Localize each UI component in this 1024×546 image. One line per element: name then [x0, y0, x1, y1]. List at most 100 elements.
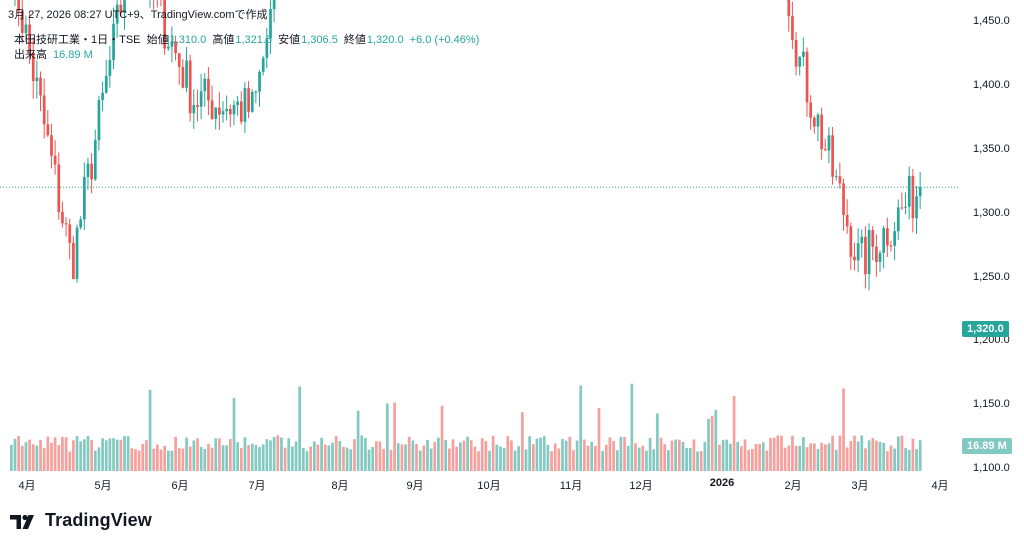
candle-body — [35, 77, 39, 82]
volume-bar — [718, 444, 721, 471]
volume-bar — [816, 449, 820, 471]
time-tick-label: 4月 — [18, 480, 36, 492]
volume-bar — [13, 438, 17, 471]
volume-bar — [210, 447, 214, 471]
volume-bar — [462, 440, 466, 471]
volume-bar — [743, 439, 747, 471]
volume-bar — [250, 443, 254, 471]
volume-bar — [714, 410, 718, 471]
volume-bar — [323, 444, 327, 471]
volume-bar — [302, 447, 305, 471]
candle-body — [79, 219, 83, 228]
volume-bar — [845, 447, 849, 471]
volume-bar — [853, 435, 856, 471]
time-tick-label: 2026 — [709, 477, 735, 489]
volume-bar — [407, 436, 411, 471]
volume-bar — [721, 439, 725, 471]
volume-bar — [524, 449, 528, 471]
candle-body — [119, 4, 123, 13]
volume-bar — [809, 443, 813, 471]
low-value: 1,306.5 — [301, 34, 338, 46]
volume-bar — [499, 446, 502, 471]
candle-body — [889, 245, 893, 247]
volume-bar — [674, 439, 677, 471]
volume-bar — [623, 436, 626, 471]
volume-bar — [918, 440, 922, 471]
volume-bar — [469, 440, 473, 471]
volume-bar — [688, 447, 692, 471]
open-value: 1,310.0 — [169, 34, 207, 46]
volume-bar — [904, 448, 907, 471]
volume-bar — [448, 448, 451, 471]
candle-body — [907, 175, 911, 207]
volume-bar — [31, 444, 35, 471]
candle-body — [243, 88, 247, 122]
volume-bar — [736, 441, 740, 471]
volume-bar — [772, 437, 776, 471]
volume-bar — [236, 442, 239, 471]
volume-bar — [429, 448, 433, 471]
candle-body — [896, 207, 900, 232]
volume-bar — [572, 450, 575, 471]
volume-bar — [104, 440, 108, 471]
open-label: 始値 — [146, 34, 169, 46]
candle-body — [816, 114, 820, 127]
volume-bar — [637, 447, 641, 471]
candle-body — [805, 51, 809, 103]
volume-bar — [148, 389, 152, 471]
close-label: 終値 — [343, 34, 366, 46]
volume-bar — [732, 395, 736, 471]
volume-bar — [882, 442, 886, 471]
volume-bar — [506, 436, 510, 471]
volume-bar — [356, 410, 360, 471]
volume-bar — [579, 385, 583, 471]
volume-bar — [400, 444, 404, 471]
candle-body — [809, 102, 813, 118]
volume-bar — [911, 438, 915, 471]
volume-bar — [305, 451, 309, 471]
symbol-title[interactable]: 本田技研工業・1日・TSE — [14, 34, 141, 46]
volume-bar — [126, 436, 130, 471]
candle-body — [123, 0, 126, 13]
volume-bar — [17, 435, 20, 471]
volume-bar — [878, 441, 882, 471]
volume-bar — [681, 441, 685, 471]
volume-bar — [426, 439, 429, 471]
candle-body — [864, 236, 867, 275]
candle-body — [265, 38, 269, 58]
candle-body — [24, 24, 28, 33]
candle-body — [112, 23, 115, 61]
time-tick-label: 9月 — [406, 480, 424, 492]
volume-bar — [557, 448, 561, 471]
volume-bar — [550, 451, 553, 471]
volume-bar — [780, 435, 783, 471]
volume-bar — [685, 448, 688, 471]
volume-bar — [229, 438, 232, 471]
volume-bar — [783, 447, 787, 471]
volume-bar — [867, 440, 871, 471]
volume-bar — [247, 445, 250, 471]
price-tick-label: 1,450.0 — [973, 15, 1010, 28]
volume-bar — [35, 445, 39, 471]
volume-bar — [320, 437, 323, 471]
volume-bar — [601, 450, 604, 471]
volume-bar — [68, 451, 72, 471]
volume-bar — [61, 436, 64, 471]
volume-bar — [97, 447, 101, 471]
candle-body — [181, 66, 185, 88]
tradingview-brand[interactable]: TradingView — [10, 510, 152, 531]
time-tick-label: 8月 — [331, 480, 349, 492]
volume-bar — [583, 439, 586, 471]
volume-bar — [291, 446, 294, 471]
volume-bar — [696, 451, 699, 471]
volume-bar — [528, 436, 531, 471]
candle-body — [188, 60, 192, 114]
volume-bar — [10, 444, 13, 471]
candle-body — [838, 176, 842, 184]
volume-bar — [93, 450, 97, 471]
volume-value: 16.89 M — [53, 49, 93, 61]
price-tick-label: 1,400.0 — [973, 79, 1010, 92]
volume-bar — [192, 440, 196, 471]
candle-body — [823, 149, 827, 151]
